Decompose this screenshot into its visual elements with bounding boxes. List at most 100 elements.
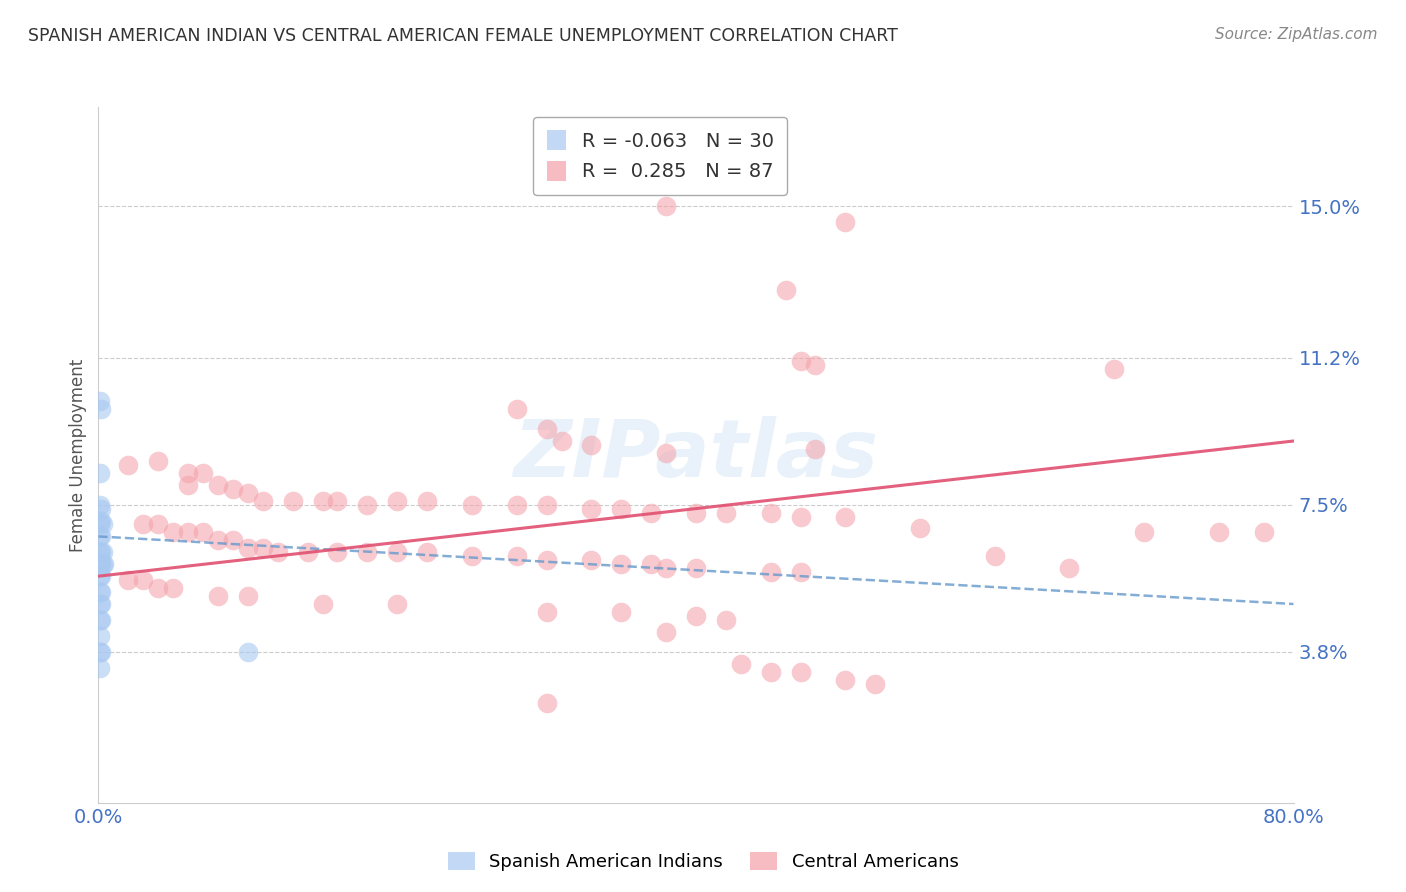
Point [610,558,633,572]
Point [89,545,111,559]
Point [117,458,139,472]
Point [267,545,290,559]
Point [385,493,409,508]
Point [714,613,737,627]
Point [89,529,111,543]
Point [983,549,1005,564]
Point [581,438,603,452]
Point [356,498,378,512]
Point [834,509,856,524]
Point [162,525,184,540]
Legend: R = -0.063   N = 30, R =  0.285   N = 87: R = -0.063 N = 30, R = 0.285 N = 87 [533,117,787,194]
Point [865,676,887,690]
Point [536,697,558,711]
Point [90,501,112,516]
Point [759,506,782,520]
Point [385,545,409,559]
Point [177,466,200,480]
Point [222,482,245,496]
Point [356,545,378,559]
Point [89,558,111,572]
Point [90,613,112,627]
Point [610,501,633,516]
Point [89,394,111,409]
Text: Source: ZipAtlas.com: Source: ZipAtlas.com [1215,27,1378,42]
Point [93,558,115,572]
Point [89,517,111,532]
Point [714,506,737,520]
Point [90,645,112,659]
Point [132,517,155,532]
Point [416,493,439,508]
Point [506,498,529,512]
Point [759,565,782,579]
Point [89,498,111,512]
Point [89,597,111,611]
Y-axis label: Female Unemployment: Female Unemployment [69,359,87,551]
Point [90,514,112,528]
Point [132,573,155,587]
Point [91,517,114,532]
Point [90,558,112,572]
Point [536,553,558,567]
Point [385,597,409,611]
Point [536,422,558,436]
Point [311,597,333,611]
Point [326,545,349,559]
Point [326,493,349,508]
Text: SPANISH AMERICAN INDIAN VS CENTRAL AMERICAN FEMALE UNEMPLOYMENT CORRELATION CHAR: SPANISH AMERICAN INDIAN VS CENTRAL AMERI… [28,27,898,45]
Point [90,529,112,543]
Point [162,581,184,595]
Point [89,660,111,674]
Point [610,605,633,619]
Point [804,442,827,456]
Point [640,558,662,572]
Point [91,545,114,559]
Point [117,573,139,587]
Point [89,569,111,583]
Point [1059,561,1081,575]
Point [655,446,678,460]
Point [640,506,662,520]
Point [789,565,811,579]
Point [207,477,229,491]
Point [685,561,707,575]
Point [789,665,811,679]
Point [655,561,678,575]
Point [236,645,259,659]
Point [461,549,484,564]
Text: ZIPatlas: ZIPatlas [513,416,879,494]
Point [236,589,259,603]
Point [775,283,797,297]
Point [90,545,112,559]
Point [730,657,752,671]
Point [207,533,229,548]
Point [1133,525,1156,540]
Point [236,485,259,500]
Point [148,454,170,468]
Point [804,359,827,373]
Point [536,498,558,512]
Point [89,629,111,643]
Point [90,585,112,599]
Point [789,354,811,368]
Point [759,665,782,679]
Point [834,215,856,229]
Point [236,541,259,556]
Point [506,402,529,417]
Point [90,597,112,611]
Point [1253,525,1275,540]
Point [89,466,111,480]
Point [177,477,200,491]
Point [177,525,200,540]
Point [461,498,484,512]
Point [281,493,304,508]
Point [90,569,112,583]
Point [685,609,707,624]
Point [506,549,529,564]
Legend: Spanish American Indians, Central Americans: Spanish American Indians, Central Americ… [440,845,966,879]
Point [834,673,856,687]
Point [581,501,603,516]
Point [550,434,572,448]
Point [252,493,274,508]
